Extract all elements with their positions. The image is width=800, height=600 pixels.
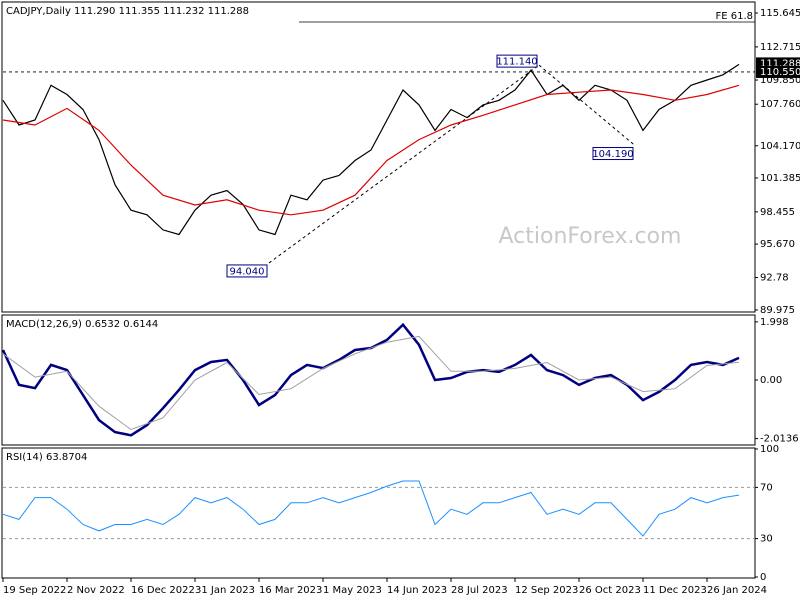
trendline: [538, 64, 636, 146]
macd-panel: [1, 314, 756, 446]
price-panel: [1, 1, 756, 313]
x-tick-label: 16 Dec 2022: [131, 585, 195, 596]
panel-title: MACD(12,26,9) 0.6532 0.6144: [6, 319, 158, 330]
series-line: [2, 63, 740, 236]
y-tick-label: 115.645: [760, 8, 800, 19]
annotation-label: 104.190: [592, 149, 633, 160]
x-tick-label: 12 Sep 2023: [515, 585, 578, 596]
series-line: [1, 322, 740, 437]
x-tick-label: 28 Jul 2023: [451, 585, 508, 596]
series-line: [2, 84, 740, 216]
y-tick-label: 0.00: [760, 375, 782, 386]
x-tick-label: 2 Nov 2022: [67, 585, 125, 596]
y-tick-label: 109.850: [760, 75, 800, 86]
annotation-label: 111.140: [496, 57, 537, 68]
annotation-box: [226, 264, 268, 278]
x-tick-label: 19 Sep 2022: [3, 585, 66, 596]
y-tick-label: 98.455: [760, 207, 795, 218]
y-tick-label: -2.0136: [760, 434, 799, 445]
series-line: [2, 335, 740, 431]
y-tick-label: 0: [760, 572, 766, 583]
x-tick-label: 16 Mar 2023: [259, 585, 322, 596]
trendline: [268, 64, 540, 264]
level-label: FE 61.8: [715, 11, 753, 22]
y-tick-label: 89.975: [760, 305, 795, 316]
y-tick-label: 101.385: [760, 173, 800, 184]
x-tick-label: 31 Jan 2023: [195, 585, 255, 596]
price-label: 111.288: [760, 58, 800, 69]
y-tick-label: 1.998: [760, 317, 789, 328]
x-tick-label: 14 Jun 2023: [387, 585, 447, 596]
price-label-box: [756, 65, 800, 78]
y-tick-label: 112.715: [760, 42, 800, 53]
y-tick-label: 107.760: [760, 99, 800, 110]
x-tick-label: 26 Oct 2023: [579, 585, 641, 596]
panel-title: RSI(14) 63.8704: [6, 452, 87, 463]
rsi-panel: [1, 447, 756, 579]
y-tick-label: 70: [760, 482, 773, 493]
x-tick-label: 1 May 2023: [323, 585, 382, 596]
y-tick-label: 104.170: [760, 141, 800, 152]
y-tick-label: 95.670: [760, 239, 795, 250]
x-tick-label: 26 Jan 2024: [707, 585, 767, 596]
y-tick-label: 92.78: [760, 273, 789, 284]
price-label: 110.550: [760, 67, 800, 78]
panel-title: CADJPY,Daily 111.290 111.355 111.232 111…: [6, 6, 249, 17]
x-tick-label: 11 Dec 2023: [643, 585, 707, 596]
watermark: ActionForex.com: [499, 224, 682, 249]
annotation-label: 94.040: [230, 266, 265, 277]
annotation-box: [496, 54, 538, 68]
y-tick-label: 100: [760, 444, 779, 455]
annotation-box: [592, 147, 634, 161]
y-tick-label: 30: [760, 534, 773, 545]
series-line: [2, 480, 740, 537]
